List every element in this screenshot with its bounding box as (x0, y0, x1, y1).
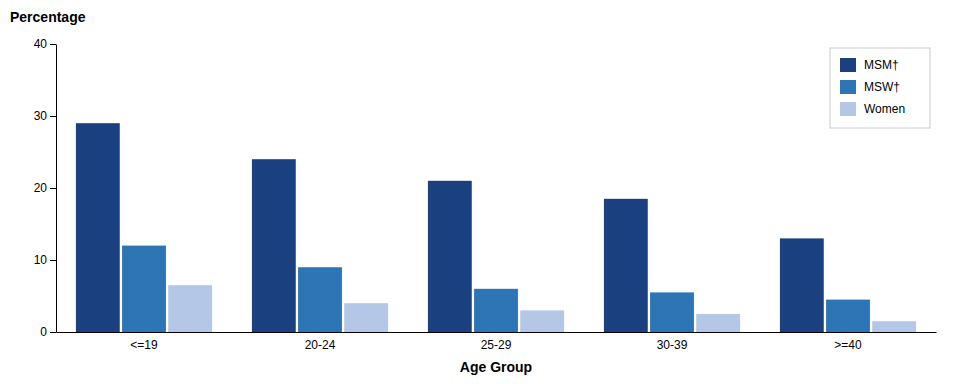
bar (168, 285, 212, 332)
bar (122, 246, 166, 332)
bar (520, 310, 564, 332)
chart: 0 10 20 30 40 <=19 20-24 25-29 30-39 >=40 MSM† MSW†… (0, 0, 960, 384)
series (168, 285, 916, 332)
bar (474, 289, 518, 332)
bar (826, 300, 870, 332)
y-axis: 0 10 20 30 40 (34, 37, 57, 339)
y-tick: 20 (34, 181, 56, 195)
y-tick-mark (50, 260, 56, 261)
y-tick-label: 30 (34, 109, 48, 123)
y-tick: 10 (34, 253, 56, 267)
legend-item: MSM† (840, 58, 899, 72)
y-axis-title: Percentage (10, 9, 86, 25)
y-tick-mark (50, 44, 56, 45)
legend-label: MSM† (864, 58, 899, 72)
y-tick-label: 0 (40, 325, 47, 339)
y-tick: 30 (34, 109, 56, 123)
bar (696, 314, 740, 332)
bar (76, 123, 120, 332)
plot: 0 10 20 30 40 <=19 20-24 25-29 30-39 >=40 MSM† MSW†… (34, 37, 937, 351)
legend-swatch (840, 80, 856, 94)
series (76, 123, 824, 332)
legend-item: Women (840, 102, 905, 116)
legend-item: MSW† (840, 80, 900, 94)
y-tick-label: 40 (34, 37, 48, 51)
bar (298, 267, 342, 332)
bars (76, 123, 916, 332)
y-tick-mark (50, 332, 56, 333)
bar (650, 292, 694, 332)
bar (344, 303, 388, 332)
bar (604, 199, 648, 332)
y-tick: 40 (34, 37, 56, 51)
x-axis-line (57, 332, 937, 333)
bar (252, 159, 296, 332)
legend-label: MSW† (864, 80, 900, 94)
legend-swatch (840, 102, 856, 116)
y-axis-line (56, 45, 57, 333)
x-tick-label: >=40 (834, 338, 862, 352)
x-axis: <=19 20-24 25-29 30-39 >=40 (57, 333, 937, 352)
x-tick-label: 20-24 (305, 338, 336, 352)
y-tick-label: 10 (34, 253, 48, 267)
x-tick: <=19 (130, 338, 158, 352)
y-tick: 0 (40, 325, 56, 339)
x-tick-label: 30-39 (657, 338, 688, 352)
x-tick: 25-29 (481, 338, 512, 352)
x-tick-label: 25-29 (481, 338, 512, 352)
y-tick-mark (50, 188, 56, 189)
legend-frame (830, 48, 930, 128)
legend-label: Women (864, 102, 905, 116)
x-tick: 20-24 (305, 338, 336, 352)
x-axis-title: Age Group (460, 359, 532, 375)
legend-swatch (840, 58, 856, 72)
y-tick-mark (50, 116, 56, 117)
series (122, 246, 870, 332)
bar (780, 238, 824, 332)
x-tick: >=40 (834, 338, 862, 352)
bar (428, 181, 472, 332)
y-tick-label: 20 (34, 181, 48, 195)
x-tick-label: <=19 (130, 338, 158, 352)
x-tick: 30-39 (657, 338, 688, 352)
legend: MSM† MSW† Women (830, 48, 930, 128)
bar (872, 321, 916, 332)
